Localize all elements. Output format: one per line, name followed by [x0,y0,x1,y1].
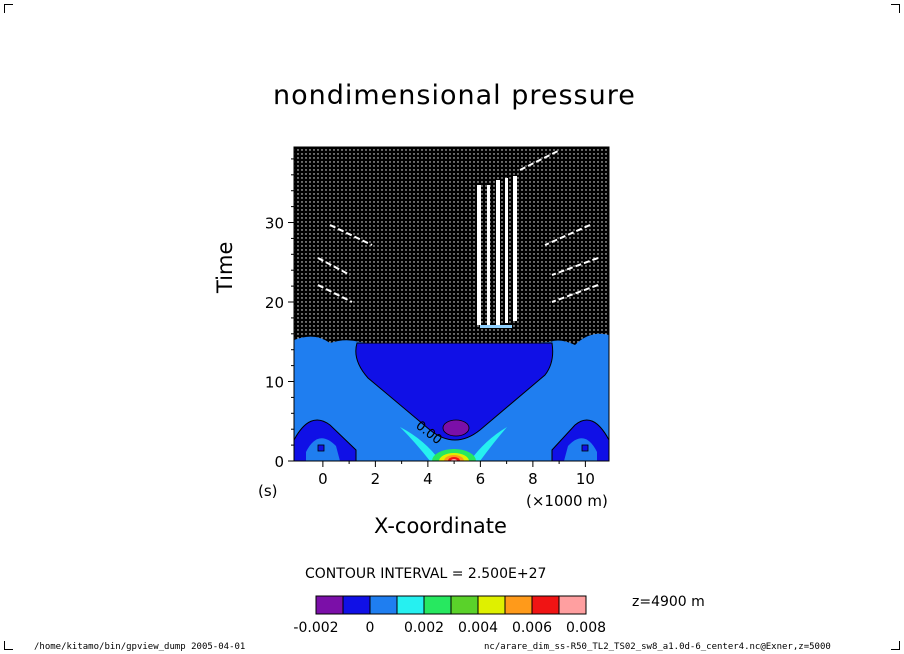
colorbar-swatch [369,595,398,615]
colorbar-swatch [450,595,479,615]
colorbar-tick-label: 0.006 [512,620,552,636]
corner-mark-top-left [4,4,13,13]
y-tick-label: 30 [265,215,284,233]
x-tick-label: 2 [371,470,381,488]
x-axis-title: X-coordinate [374,514,507,538]
x-tick-label: 10 [576,470,595,488]
x-tick-label: 8 [528,470,538,488]
colorbar-tick-label: 0.004 [458,620,498,636]
colorbar-swatch [342,595,371,615]
region-cyan-rays [400,427,507,461]
chart-title: nondimensional pressure [273,80,636,111]
level-note: z=4900 m [632,594,705,610]
colorbar-swatch [558,595,587,615]
footer-left: /home/kitamo/bin/gpview_dump 2005-04-01 [34,642,246,652]
colorbar-swatch [396,595,425,615]
x-tick-label: 6 [476,470,486,488]
colorbar: -0.002 0 0.002 0.004 0.006 0.008 [293,595,606,636]
y-axis-title: Time [213,241,237,293]
y-tick-label: 20 [265,294,284,312]
colorbar-tick-label: 0.002 [404,620,444,636]
plot-frame [293,146,610,462]
x-axis-ticks: 0 2 4 6 8 10 [318,461,595,488]
plot-area [294,147,609,461]
upper-streaks [317,149,599,303]
contour-interval: CONTOUR INTERVAL = 2.500E+27 [305,566,547,582]
x-tick-label: 0 [318,470,328,488]
footer-right: nc/arare_dim_ss-R50_TL2_TS02_sw8_a1.0d-6… [484,642,831,652]
region-central-trough [355,342,554,441]
colorbar-tick-label: 0.008 [566,620,606,636]
colorbar-swatch [477,595,506,615]
region-central-minimum [442,419,470,437]
y-tick-label: 0 [274,453,284,471]
colorbar-tick-label: -0.002 [293,620,338,636]
vertical-stripes [477,176,517,328]
corner-mark-bottom-right [891,641,900,650]
region-upper-stippled [294,147,609,346]
corner-mark-top-right [891,4,900,13]
colorbar-swatch [504,595,533,615]
y-unit-label: (s) [258,482,278,500]
corner-mark-bottom-left [4,641,13,650]
x-unit-label: (×1000 m) [526,492,608,510]
colorbar-tick-label: 0 [366,620,375,636]
colorbar-swatch [315,595,344,615]
x-tick-label: 4 [423,470,433,488]
colorbar-swatch [531,595,560,615]
y-axis-ticks: 0 10 20 30 [265,158,294,471]
y-tick-label: 10 [265,374,284,392]
colorbar-swatch [423,595,452,615]
